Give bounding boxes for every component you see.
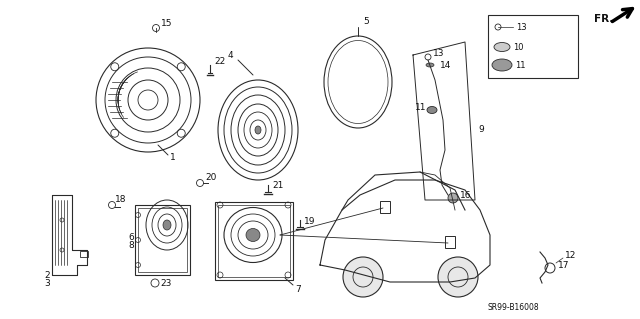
Circle shape [448,193,458,203]
Ellipse shape [163,220,171,230]
Text: 21: 21 [272,181,284,189]
Text: 15: 15 [161,19,173,27]
Text: 11: 11 [415,102,426,112]
Ellipse shape [492,59,512,71]
Text: 9: 9 [478,125,484,135]
Bar [445,236,455,248]
Bar [80,251,88,257]
Text: 18: 18 [115,196,127,204]
Text: 10: 10 [513,42,524,51]
Ellipse shape [246,228,260,241]
Text: 4: 4 [228,50,234,60]
Ellipse shape [426,63,434,67]
Bar [135,205,190,275]
Text: 5: 5 [363,18,369,26]
Text: 3: 3 [44,278,50,287]
Text: 16: 16 [460,191,472,201]
Text: 6: 6 [128,233,134,241]
Text: 2: 2 [44,271,50,279]
Text: 13: 13 [433,48,445,57]
Text: 20: 20 [205,173,216,182]
Text: 23: 23 [160,278,172,287]
Text: 14: 14 [440,61,451,70]
Text: 12: 12 [565,250,577,259]
Text: 13: 13 [516,23,527,32]
Ellipse shape [494,42,510,51]
Bar [488,15,578,78]
Ellipse shape [427,107,437,114]
Text: SR99-B16008: SR99-B16008 [488,302,540,311]
Bar [215,202,293,280]
Bar [380,201,390,213]
Text: 17: 17 [558,261,570,270]
Circle shape [343,257,383,297]
Bar [218,205,290,277]
Text: 22: 22 [214,57,225,66]
Text: 8: 8 [128,241,134,249]
Text: 19: 19 [304,218,316,226]
Bar [138,208,187,272]
Text: 7: 7 [295,286,301,294]
Text: FR.: FR. [594,14,613,24]
Circle shape [438,257,478,297]
Text: 11: 11 [515,61,525,70]
Ellipse shape [255,126,261,134]
Text: 1: 1 [170,152,176,161]
